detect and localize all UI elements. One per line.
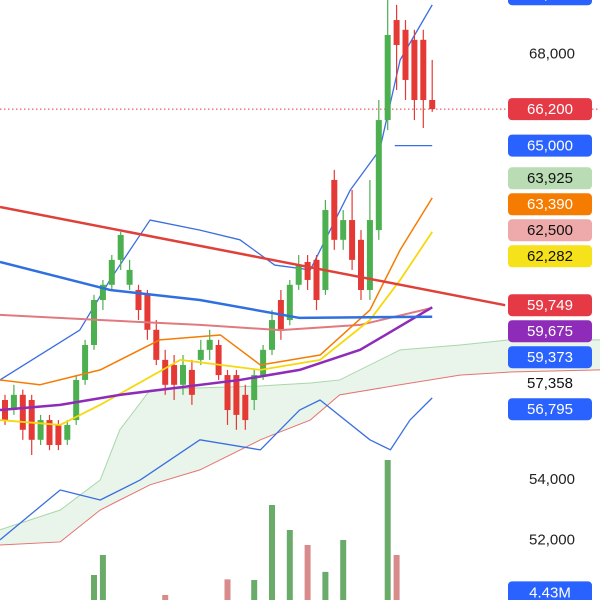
volume-bar bbox=[224, 579, 231, 600]
candle-body bbox=[73, 379, 80, 421]
price-badge bbox=[508, 320, 592, 343]
candle-body bbox=[411, 39, 418, 100]
price-badge-label: 62,282 bbox=[527, 248, 573, 265]
price-badge-label: 59,373 bbox=[527, 349, 573, 366]
candle-body bbox=[331, 179, 338, 240]
candle-body bbox=[420, 39, 427, 100]
candle-body bbox=[206, 339, 213, 350]
cloud-span-b bbox=[0, 369, 600, 546]
candle-body bbox=[366, 220, 373, 290]
cloud-span-a bbox=[0, 339, 600, 531]
y-tick-label: 54,000 bbox=[529, 471, 575, 488]
volume-bar bbox=[322, 571, 329, 600]
candle-body bbox=[171, 365, 178, 385]
volume-bar bbox=[269, 505, 275, 600]
candle-body bbox=[126, 269, 133, 285]
candle-body bbox=[224, 375, 231, 411]
candle-body bbox=[37, 420, 44, 440]
candle-body bbox=[180, 365, 186, 385]
candle-body bbox=[144, 294, 151, 330]
volume-bar bbox=[91, 575, 97, 600]
y-tick-label: 52,000 bbox=[529, 532, 575, 549]
price-badge-label: 65,000 bbox=[527, 138, 573, 155]
candle-body bbox=[55, 424, 62, 445]
price-badge bbox=[508, 134, 592, 157]
candle-body bbox=[215, 344, 222, 376]
candle-body bbox=[349, 220, 356, 260]
candle-body bbox=[295, 265, 302, 285]
volume-bar bbox=[162, 595, 169, 600]
candle-body bbox=[233, 375, 240, 415]
candle-body bbox=[322, 210, 329, 290]
price-badge bbox=[508, 167, 592, 190]
candle-body bbox=[340, 220, 347, 240]
price-badge bbox=[508, 0, 592, 6]
candle-body bbox=[135, 289, 142, 311]
indicator-line bbox=[0, 197, 433, 386]
candle-body bbox=[286, 284, 293, 321]
candle-body bbox=[162, 359, 169, 385]
indicator-line bbox=[0, 231, 433, 426]
price-badge bbox=[508, 98, 592, 121]
price-badge bbox=[508, 245, 592, 268]
price-badge-label: 57,358 bbox=[527, 375, 573, 392]
candle-body bbox=[358, 239, 364, 290]
y-tick-label: 68,000 bbox=[529, 45, 575, 62]
candle-body bbox=[99, 284, 106, 300]
price-badge-label: 59,749 bbox=[527, 297, 573, 314]
indicator-line bbox=[0, 397, 433, 541]
price-badge-label: 59,675 bbox=[527, 323, 573, 340]
candle-body bbox=[153, 329, 160, 360]
volume-bar bbox=[393, 555, 400, 600]
volume-bar bbox=[251, 580, 258, 600]
candle-body bbox=[393, 20, 400, 45]
candle-body bbox=[197, 349, 204, 360]
candle-body bbox=[242, 394, 249, 421]
candle-body bbox=[46, 420, 53, 445]
price-badge bbox=[508, 346, 592, 369]
indicator-line bbox=[0, 306, 433, 412]
price-badge bbox=[508, 398, 592, 421]
price-badge-label: 63,390 bbox=[527, 196, 573, 213]
indicator-line bbox=[0, 306, 433, 332]
candle-body bbox=[10, 394, 17, 411]
candle-body bbox=[313, 259, 320, 300]
candle-body bbox=[64, 424, 71, 440]
candle-body bbox=[429, 100, 436, 110]
candle-body bbox=[19, 394, 26, 430]
candle-body bbox=[375, 120, 382, 231]
candle-body bbox=[260, 349, 267, 376]
candle-body bbox=[188, 369, 195, 395]
candle-body bbox=[108, 259, 115, 285]
price-badge-label: 63,925 bbox=[527, 170, 573, 187]
candle-body bbox=[251, 375, 258, 400]
price-badge bbox=[508, 193, 592, 216]
volume-bar bbox=[99, 555, 106, 600]
volume-badge-label: 4.43M bbox=[529, 584, 571, 600]
candle-body bbox=[82, 344, 89, 380]
volume-bar bbox=[286, 530, 293, 600]
indicator-line bbox=[0, 260, 433, 320]
price-badge-label: 62,500 bbox=[527, 222, 573, 239]
candle-body bbox=[91, 300, 97, 345]
candle-body bbox=[304, 262, 311, 280]
candle-body bbox=[269, 320, 275, 350]
volume-badge bbox=[508, 581, 592, 600]
volume-bar bbox=[304, 545, 311, 600]
volume-bar bbox=[340, 540, 347, 600]
price-badge bbox=[508, 294, 592, 317]
price-badge-label: 69,980 bbox=[527, 0, 573, 3]
price-badge bbox=[508, 219, 592, 242]
price-badge-label: 66,200 bbox=[527, 101, 573, 118]
volume-bar bbox=[384, 460, 391, 600]
candle-body bbox=[117, 234, 124, 260]
candle-body bbox=[402, 29, 409, 80]
price-badge-label: 56,795 bbox=[527, 401, 573, 418]
candle-body bbox=[384, 34, 391, 121]
indicator-line bbox=[0, 205, 506, 307]
candle-body bbox=[28, 400, 35, 440]
